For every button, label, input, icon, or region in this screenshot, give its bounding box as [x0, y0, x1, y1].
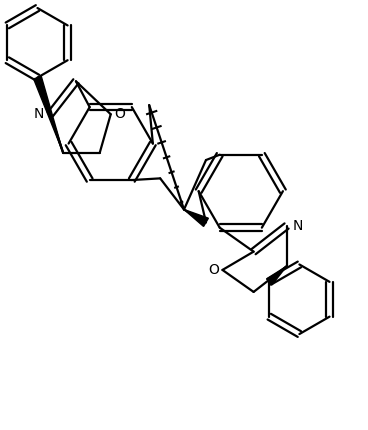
Text: N: N [293, 219, 304, 233]
Polygon shape [33, 76, 63, 153]
Text: N: N [33, 107, 44, 121]
Polygon shape [266, 266, 287, 285]
Text: O: O [114, 107, 125, 121]
Text: O: O [208, 263, 219, 277]
Polygon shape [184, 209, 208, 227]
